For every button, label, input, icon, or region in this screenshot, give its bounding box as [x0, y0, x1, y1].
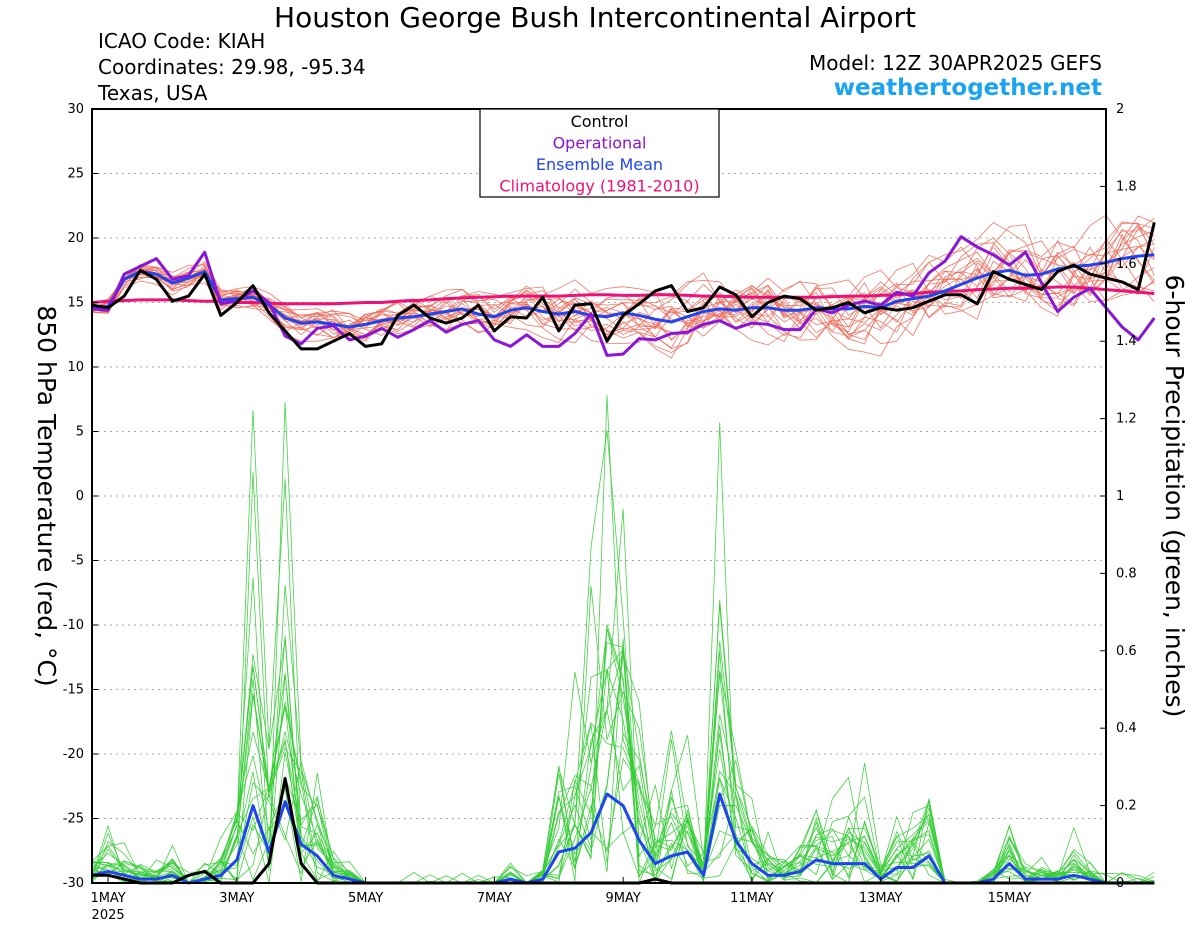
precip-member-line — [91, 651, 1155, 884]
temp-member-line — [91, 249, 1155, 359]
temp-member-line — [91, 215, 1155, 340]
y-right-tick-label: 0.6 — [1116, 644, 1137, 659]
y-left-tick-label: -10 — [63, 618, 84, 633]
y-left-tick-label: 0 — [76, 489, 84, 504]
y-left-tick-label: 20 — [67, 231, 84, 246]
temp-member-line — [91, 225, 1155, 345]
legend-entry-operational: Operational — [553, 134, 647, 153]
x-tick-label: 5MAY — [348, 891, 383, 906]
site-link[interactable]: weathertogether.net — [833, 75, 1102, 101]
y-right-tick-label: 1.2 — [1116, 412, 1137, 427]
x-tick-label: 15MAY — [988, 891, 1032, 906]
y-right-tick-label: 0.4 — [1116, 721, 1137, 736]
temp-member-line — [91, 222, 1155, 345]
y-right-tick-label: 1.4 — [1116, 334, 1137, 349]
y-right-tick-label: 0.8 — [1116, 566, 1137, 581]
temp-member-line — [91, 245, 1155, 341]
x-year-label: 2025 — [92, 908, 125, 923]
x-tick-label: 7MAY — [477, 891, 512, 906]
y-right-tick-label: 1 — [1116, 489, 1124, 504]
y-left-tick-label: -20 — [63, 747, 84, 762]
precip-member-line — [91, 628, 1155, 884]
model-run: Model: 12Z 30APR2025 GEFS — [809, 51, 1102, 75]
x-tick-label: 9MAY — [605, 891, 640, 906]
y-left-tick-label: -15 — [63, 683, 84, 698]
y-axis-label-left: 850 hPa Temperature (red, °C) — [32, 305, 61, 686]
region: Texas, USA — [98, 81, 208, 105]
coordinates: Coordinates: 29.98, -95.34 — [98, 55, 366, 79]
legend-box — [479, 108, 720, 198]
legend-entry-control: Control — [571, 112, 629, 131]
temp-member-line — [91, 217, 1155, 353]
axis-ticks: 302520151050-5-10-15-20-25-3021.81.61.41… — [63, 102, 1137, 923]
y-right-tick-label: 2 — [1116, 102, 1124, 117]
y-left-tick-label: 30 — [67, 102, 84, 117]
y-right-tick-label: 0.2 — [1116, 799, 1137, 814]
y-left-tick-label: 25 — [67, 167, 84, 182]
y-left-tick-label: -25 — [63, 812, 84, 827]
y-left-tick-label: 5 — [76, 425, 84, 440]
y-left-tick-label: -30 — [63, 876, 84, 891]
y-left-tick-label: 15 — [67, 296, 84, 311]
precip-member-line — [91, 628, 1155, 884]
icao-code: ICAO Code: KIAH — [98, 29, 266, 53]
precip-member-line — [91, 624, 1155, 884]
y-right-tick-label: 0 — [1116, 876, 1124, 891]
y-right-tick-label: 1.6 — [1116, 257, 1137, 272]
y-right-tick-label: 1.8 — [1116, 179, 1137, 194]
y-left-tick-label: -5 — [71, 554, 84, 569]
y-axis-label-right: 6-hour Precipitation (green, inches) — [1160, 275, 1189, 718]
chart-title: Houston George Bush Intercontinental Air… — [274, 1, 916, 34]
legend-entry-climatology: Climatology (1981-2010) — [499, 177, 699, 196]
legend: Control Operational Ensemble Mean Climatolo… — [479, 108, 720, 198]
x-tick-label: 13MAY — [859, 891, 903, 906]
operational-temp-line — [91, 235, 1156, 357]
x-tick-label: 1MAY — [90, 891, 125, 906]
legend-entry-ensemble-mean: Ensemble Mean — [536, 155, 663, 174]
temp-member-line — [91, 233, 1155, 336]
x-tick-label: 3MAY — [219, 891, 254, 906]
temp-member-line — [91, 239, 1155, 342]
x-tick-label: 11MAY — [730, 891, 774, 906]
grid-lines — [92, 173, 1106, 819]
y-left-tick-label: 10 — [67, 360, 84, 375]
control-temp-line — [91, 222, 1156, 351]
